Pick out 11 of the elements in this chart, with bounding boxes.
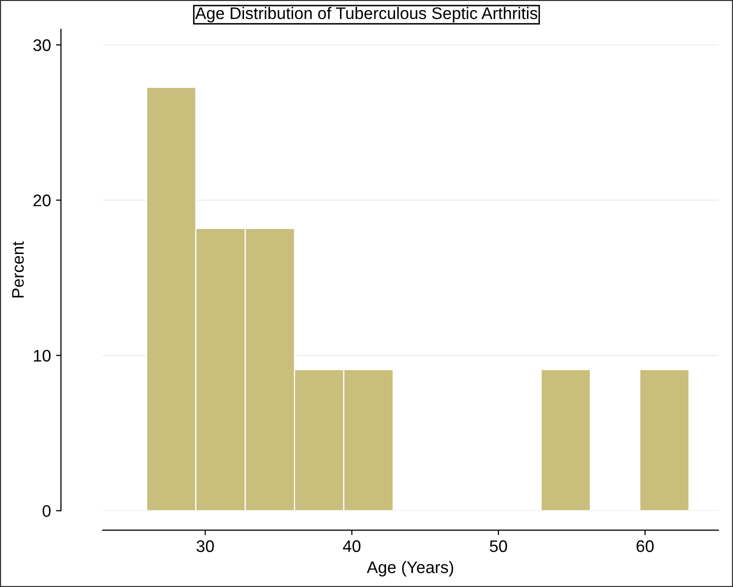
chart-title: Age Distribution of Tuberculous Septic Arthritis — [195, 6, 538, 22]
y-tick-label: 10 — [34, 350, 51, 362]
y-tick-label: 20 — [34, 194, 51, 206]
x-axis-title: Age (Years) — [366, 560, 454, 576]
y-tick-label: 0 — [42, 505, 51, 517]
x-tick-label: 40 — [342, 540, 360, 552]
x-tick-label: 50 — [490, 540, 508, 552]
x-tick-label: 60 — [636, 540, 654, 552]
x-tick-label: 30 — [196, 540, 214, 552]
y-tick-label: 30 — [33, 39, 51, 52]
y-axis-title: Percent — [12, 241, 24, 298]
